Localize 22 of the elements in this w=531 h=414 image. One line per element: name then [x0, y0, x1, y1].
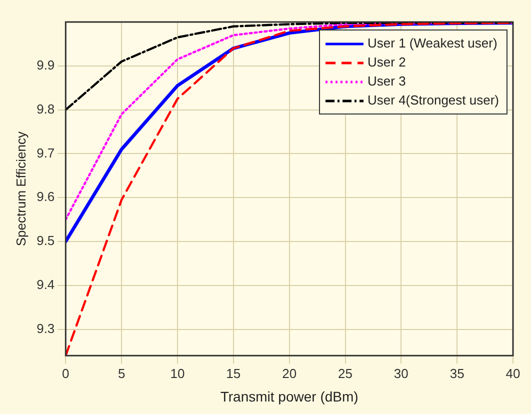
legend-label: User 2: [368, 54, 406, 70]
x-axis-title: Transmit power (dBm): [220, 388, 358, 404]
y-tick-label: 9.5: [36, 233, 55, 248]
legend-label: User 4(Strongest user): [368, 92, 500, 108]
y-tick-label: 9.9: [36, 57, 55, 72]
x-tick-label: 10: [170, 366, 185, 381]
x-tick-label: 5: [118, 366, 126, 381]
y-axis-title: Spectrum Efficiency: [13, 130, 28, 246]
legend-label: User 1 (Weakest user): [368, 36, 498, 51]
y-tick-label: 9.7: [36, 145, 55, 160]
x-tick-label: 15: [226, 366, 241, 381]
y-tick-label: 9.3: [36, 320, 55, 336]
y-tick-label: 9.4: [36, 276, 55, 292]
y-tick-label: 9.6: [36, 189, 55, 204]
x-tick-label: 35: [450, 366, 464, 381]
x-tick-label: 25: [338, 366, 352, 381]
legend-label: User 3: [368, 74, 406, 89]
x-tick-label: 30: [394, 366, 408, 381]
x-tick-label: 0: [62, 366, 70, 381]
x-tick-label: 20: [282, 366, 297, 381]
x-tick-label: 40: [506, 366, 520, 381]
y-tick-label: 9.8: [36, 101, 55, 116]
